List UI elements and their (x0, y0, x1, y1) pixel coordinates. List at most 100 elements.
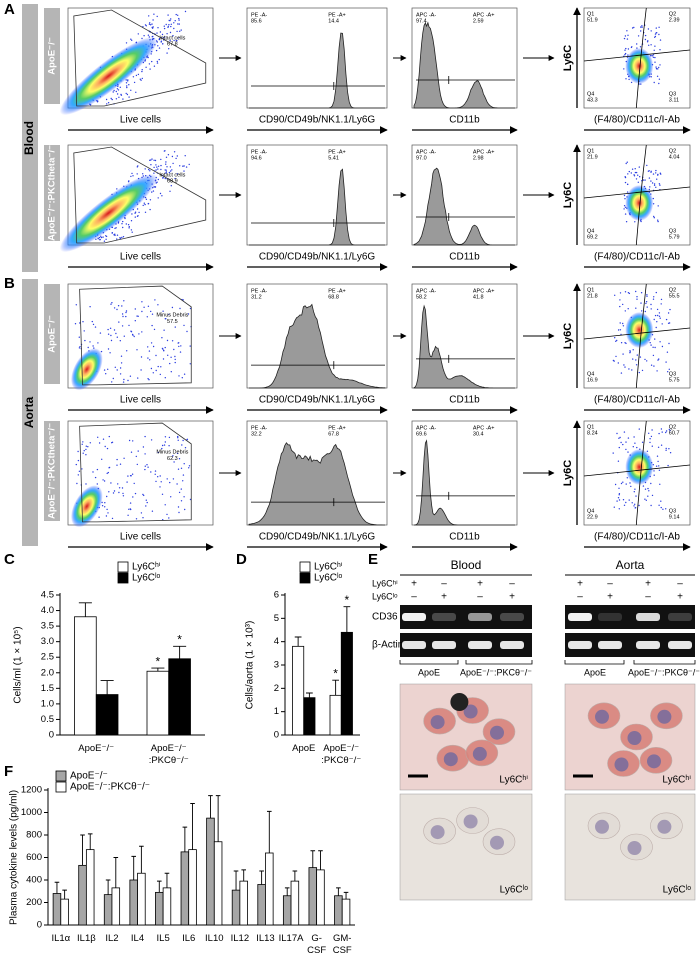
event-dot (658, 33, 660, 36)
event-dot (167, 354, 169, 356)
event-dot (650, 171, 652, 173)
quadrant-value: 4.04 (669, 154, 680, 160)
event-dot (660, 506, 662, 509)
event-dot (638, 504, 640, 507)
event-dot (133, 335, 135, 338)
gate-value: 67.8 (167, 41, 178, 47)
bar (103, 894, 113, 926)
event-dot (140, 356, 143, 358)
event-dot (141, 37, 143, 40)
event-dot (113, 329, 116, 331)
event-dot (627, 34, 629, 36)
quadrant-line (635, 144, 647, 246)
error-bar (306, 692, 313, 698)
event-dot (182, 299, 184, 301)
event-dot (619, 299, 621, 301)
event-dot (85, 448, 87, 451)
event-dot (115, 90, 118, 93)
quadrant-value: 5.79 (669, 234, 680, 240)
gate-name: PE -A- (251, 149, 267, 155)
panel-letter: E (368, 551, 378, 568)
event-dot (148, 15, 150, 17)
y-tick-label: 4 (274, 636, 279, 647)
event-dot (111, 98, 113, 101)
event-dot (622, 325, 625, 327)
event-dot (644, 488, 647, 490)
bar (303, 697, 316, 736)
event-dot (97, 342, 99, 344)
event-dot (106, 472, 108, 475)
bar (162, 887, 172, 926)
event-dot (105, 235, 108, 238)
event-dot (103, 480, 106, 482)
event-dot (119, 373, 122, 375)
event-dot (623, 37, 626, 40)
event-dot (97, 436, 99, 438)
nucleus (430, 715, 445, 730)
event-dot (151, 158, 153, 160)
event-dot (646, 306, 648, 308)
y-tick-label: 1000 (21, 807, 42, 818)
event-dot (635, 171, 638, 174)
event-dot (148, 350, 151, 352)
event-dot (160, 168, 162, 171)
event-dot (625, 162, 627, 165)
event-dot (638, 166, 640, 168)
row-label: ApoE⁻/⁻ (47, 37, 58, 74)
event-dot (151, 23, 153, 25)
event-dot (659, 184, 661, 186)
event-dot (665, 430, 668, 432)
legend-swatch (55, 781, 67, 793)
event-dot (636, 354, 638, 356)
event-dot (97, 238, 99, 240)
gate-value: 94.6 (251, 155, 262, 161)
event-dot (169, 31, 172, 34)
event-dot (646, 295, 648, 297)
event-dot (109, 327, 112, 329)
event-dot (83, 450, 85, 452)
event-dot (646, 41, 649, 43)
quadrant-value: 22.9 (587, 514, 598, 520)
legend-label: Ly6Cˡᵒ (314, 573, 343, 584)
gate-name: APC -A+ (473, 12, 495, 18)
event-dot (173, 27, 175, 30)
event-dot (110, 334, 112, 337)
event-dot (170, 356, 172, 358)
x-tick-label: IL1β (77, 933, 96, 944)
event-dot (633, 175, 636, 177)
event-dot (138, 333, 140, 335)
event-dot (128, 439, 131, 442)
bar (231, 889, 241, 926)
event-dot (173, 348, 175, 351)
bar (137, 872, 146, 926)
event-dot (119, 86, 122, 89)
event-dot (625, 342, 627, 345)
event-dot (647, 28, 650, 30)
event-dot (144, 453, 146, 455)
event-dot (173, 151, 176, 153)
event-dot (654, 35, 657, 38)
event-dot (652, 346, 654, 348)
event-dot (111, 517, 114, 520)
blot-row-label: Ly6Cˡᵒ (372, 591, 398, 601)
event-dot (170, 23, 172, 25)
error-bar (208, 795, 213, 819)
gate-value: 85.6 (251, 18, 262, 24)
event-dot (82, 441, 84, 443)
event-dot (112, 91, 114, 93)
event-dot (110, 339, 113, 342)
event-dot (654, 346, 656, 349)
blot-sign: + (607, 592, 613, 603)
event-dot (128, 180, 130, 182)
y-tick-label: 800 (26, 830, 42, 841)
event-dot (183, 170, 185, 172)
event-dot (660, 298, 663, 301)
event-dot (147, 202, 150, 205)
event-dot (631, 502, 633, 504)
event-dot (111, 381, 113, 383)
event-dot (648, 432, 650, 434)
panel-letter: C (4, 551, 15, 568)
event-dot (155, 164, 157, 166)
y-tick-label: 3.0 (41, 636, 54, 647)
error-bar (100, 680, 114, 695)
